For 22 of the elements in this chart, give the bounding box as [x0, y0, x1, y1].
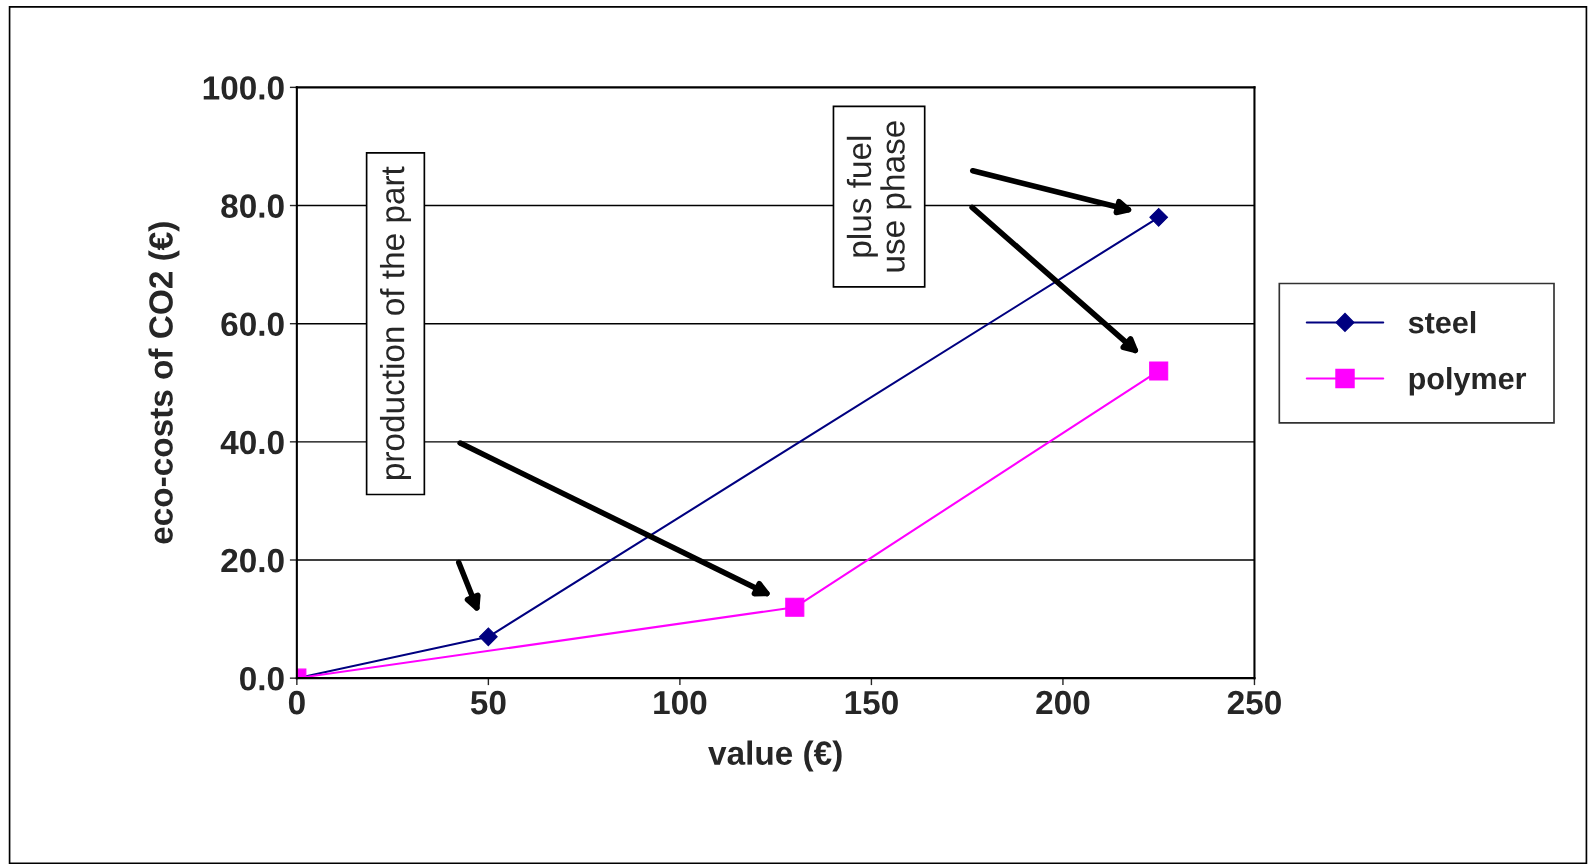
point [479, 627, 498, 647]
legend-label: steel [1408, 310, 1476, 334]
point [785, 597, 805, 617]
annotation: plus fuel use phase [846, 121, 912, 272]
x-tick-label: 200 [1036, 690, 1090, 715]
y-tick-label: 40.0 [220, 430, 284, 455]
legend-label: polymer [1409, 366, 1527, 396]
x-tick-label: 100 [654, 690, 707, 715]
annotation: production of the part [379, 166, 412, 480]
x-axis-title: value (€) [708, 740, 842, 772]
x-tick-label: 50 [470, 690, 506, 715]
y-tick-label: 60.0 [221, 312, 284, 337]
y-tick-label: 80.0 [221, 194, 284, 218]
x-tick-label: 0 [288, 690, 305, 715]
y-tick-label: 20.0 [221, 548, 284, 573]
point [1149, 361, 1169, 381]
x-tick-label: 250 [1227, 690, 1281, 715]
y-axis-title: eco-costs of CO2 (€) [148, 222, 180, 544]
point [1149, 207, 1169, 227]
y-tick-label: 100.0 [203, 76, 284, 100]
x-tick-label: 150 [845, 690, 898, 715]
y-tick-label: 0.0 [240, 666, 284, 691]
